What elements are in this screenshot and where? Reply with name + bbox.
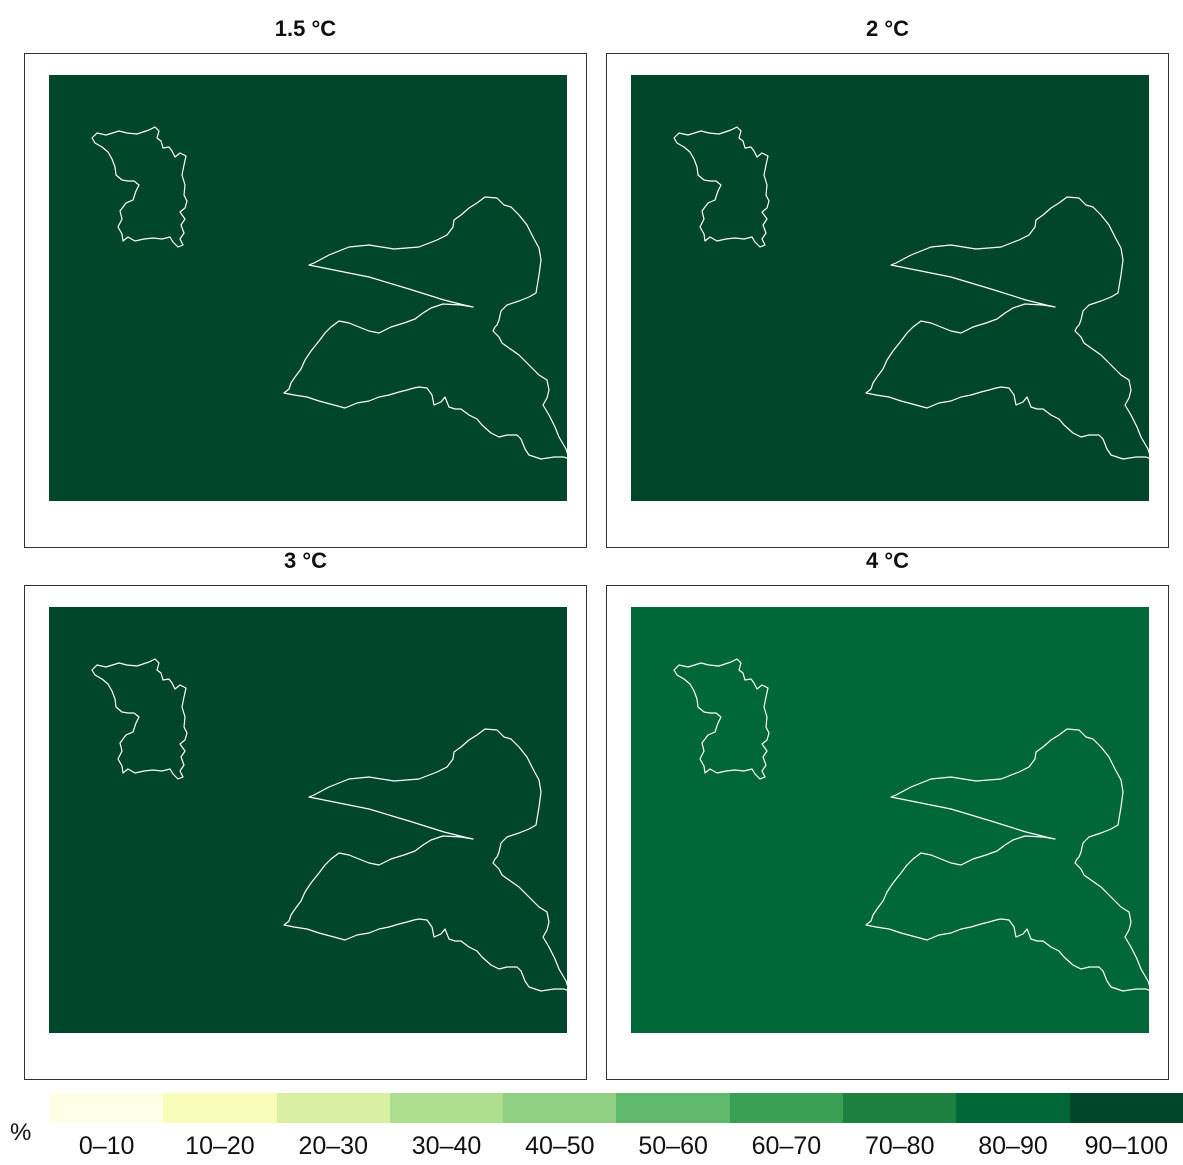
value-fill-1 — [49, 75, 567, 501]
map-panel-1 — [24, 53, 587, 548]
map-panel-3 — [24, 585, 587, 1080]
region-boundary-west — [91, 658, 188, 780]
region-boundary-west — [673, 126, 770, 248]
panel-title-3: 3 °C — [283, 548, 328, 573]
legend-swatch — [50, 1093, 164, 1123]
legend-swatch — [1069, 1093, 1183, 1123]
map-svg-4 — [631, 607, 1149, 1033]
legend-swatch — [389, 1093, 504, 1123]
legend-label: 40–50 — [525, 1132, 595, 1160]
panel-title-4: 4 °C — [865, 548, 910, 573]
map-svg-2 — [631, 75, 1149, 501]
legend-label: 20–30 — [298, 1132, 368, 1160]
map-area-3 — [49, 607, 567, 1033]
legend-label: 30–40 — [411, 1132, 482, 1160]
legend-color-bar — [50, 1093, 1183, 1123]
map-panel-4 — [606, 585, 1169, 1080]
map-svg-1 — [49, 75, 567, 501]
legend-swatch — [616, 1093, 730, 1123]
map-area-2 — [631, 75, 1149, 501]
legend-swatch — [163, 1093, 277, 1123]
legend-label: 10–20 — [185, 1132, 255, 1160]
region-boundary-west — [91, 126, 188, 248]
legend-label: 70–80 — [864, 1132, 935, 1160]
legend-label: 80–90 — [978, 1132, 1048, 1160]
legend-label: 60–70 — [751, 1132, 822, 1160]
map-area-4 — [631, 607, 1149, 1033]
legend-label: 90–100 — [1084, 1132, 1169, 1160]
legend-label: 0–10 — [78, 1132, 135, 1160]
value-fill-2 — [631, 75, 1149, 501]
legend-swatch — [843, 1093, 957, 1123]
map-panel-2 — [606, 53, 1169, 548]
panel-title-1: 1.5 °C — [274, 16, 337, 41]
region-boundary-east — [865, 728, 1149, 992]
region-boundary-east — [865, 196, 1149, 460]
legend-swatch — [729, 1093, 844, 1123]
map-svg-3 — [49, 607, 567, 1033]
region-boundary-east — [283, 196, 567, 460]
legend-label: 50–60 — [638, 1132, 708, 1160]
legend-swatch — [503, 1093, 617, 1123]
value-fill-3 — [49, 607, 567, 1033]
region-boundary-west — [673, 658, 770, 780]
legend-swatch — [276, 1093, 390, 1123]
region-boundary-east — [283, 728, 567, 992]
legend-labels: 0–10 10–20 20–30 30–40 40–50 50–60 60–70 70–80 8… — [50, 1130, 1183, 1162]
legend-unit: % — [10, 1119, 32, 1146]
map-area-1 — [49, 75, 567, 501]
panel-title-2: 2 °C — [865, 16, 910, 41]
legend-swatch — [956, 1093, 1070, 1123]
value-fill-4 — [631, 607, 1149, 1033]
